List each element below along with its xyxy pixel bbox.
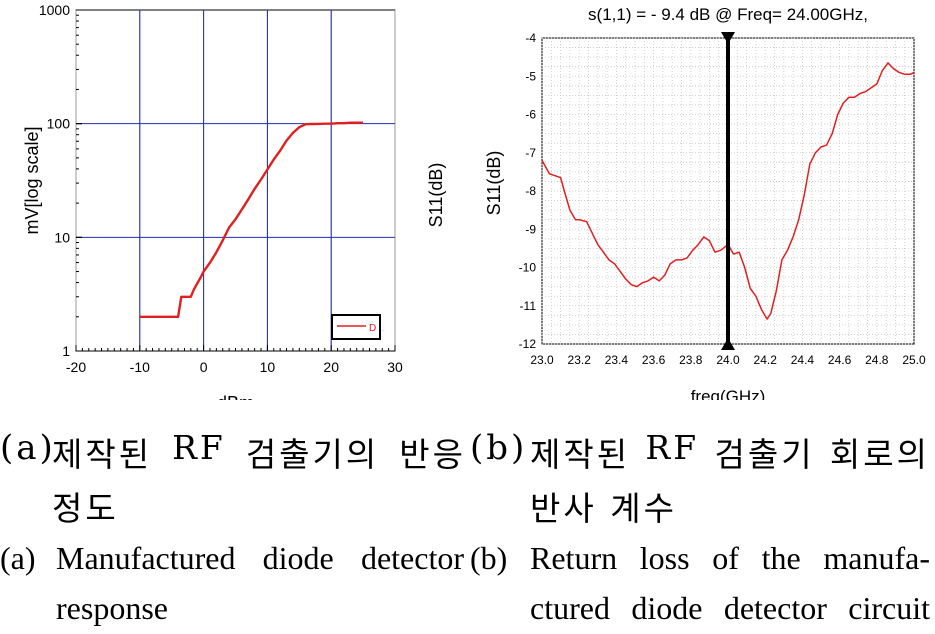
- x-tick-label: 25.0: [902, 353, 926, 367]
- caption-a-english: (a) Manufactured diode detector response: [0, 540, 470, 634]
- x-axis-title: dBm: [217, 393, 254, 400]
- caption-word: 검출기의: [245, 435, 380, 474]
- caption-b-en-line1: Return loss of the manufa-: [530, 540, 930, 577]
- chart-b: 23.0 23.2 23.4 23.6 23.8 24.0 24.2 24.4 24.6 24.8…: [426, 5, 926, 400]
- caption-a-ko-line1: 제작된 RF 검출기의 반응: [52, 428, 466, 476]
- figure-panels: -20 -10 0 10 20 30 1 10 100 1000 dBm mV[log scale] D…: [22, 2, 926, 400]
- y-tick-label: 100: [47, 116, 71, 132]
- caption-word: detector: [723, 590, 827, 626]
- caption-word: circuit: [848, 590, 930, 626]
- caption-word: the: [761, 540, 801, 576]
- caption-word: 제작된: [52, 435, 153, 474]
- caption-word: of: [712, 540, 739, 576]
- y-tick-label: -12: [519, 337, 537, 351]
- caption-word: loss: [639, 540, 690, 576]
- caption-word: 검출기: [714, 435, 815, 474]
- caption-a-korean: (a) 제작된 RF 검출기의 반응 정도: [0, 428, 470, 538]
- y-tick-label: -8: [525, 184, 536, 198]
- x-tick-label: 20: [323, 359, 339, 375]
- x-tick-label: 24.0: [716, 353, 740, 367]
- caption-word: Manufactured: [56, 540, 236, 576]
- caption-word: 반응: [399, 435, 466, 474]
- y-tick-label: -9: [525, 222, 536, 236]
- x-tick-label: -20: [66, 359, 86, 375]
- chart-b-title: s(1,1) = - 9.4 dB @ Freq= 24.00GHz,: [588, 5, 868, 24]
- outer-y-axis-title: S11(dB): [426, 163, 446, 228]
- legend-label: D: [369, 323, 376, 334]
- caption-a-en-line1: Manufactured diode detector: [56, 540, 464, 577]
- marker-bottom-triangle: [721, 338, 735, 350]
- caption-a-tag-en: (a): [0, 540, 36, 576]
- caption-b-tag: (b): [470, 428, 528, 468]
- caption-word: diode: [262, 540, 334, 576]
- x-tick-label: 24.6: [828, 353, 852, 367]
- caption-word: RF: [645, 428, 700, 467]
- caption-word: detector: [360, 540, 464, 576]
- y-tick-label: -4: [525, 31, 536, 45]
- x-tick-label: 24.2: [754, 353, 778, 367]
- y-tick-label: -11: [520, 299, 537, 313]
- chart-a: -20 -10 0 10 20 30 1 10 100 1000 dBm mV[log scale] D: [22, 2, 403, 400]
- x-tick-label: 10: [260, 359, 276, 375]
- x-tick-label: 23.6: [642, 353, 666, 367]
- x-tick-label: 23.8: [679, 353, 703, 367]
- y-tick-label: -10: [519, 261, 537, 275]
- y-tick-label: -5: [525, 69, 536, 83]
- series-line-S11: [541, 62, 915, 320]
- y-tick-label: 10: [54, 229, 70, 245]
- x-tick-label: 30: [387, 359, 403, 375]
- x-tick-label: 23.0: [530, 353, 554, 367]
- caption-b-korean: (b) 제작된 RF 검출기 회로의 반사 계수: [470, 428, 935, 538]
- caption-b-ko-line2: 반사 계수: [530, 489, 677, 528]
- y-tick-label: -7: [525, 146, 536, 160]
- caption-a-ko-line2: 정도: [52, 489, 119, 528]
- caption-a-tag: (a): [0, 428, 56, 468]
- caption-word: RF: [172, 428, 226, 467]
- y-axis-title: S11(dB): [484, 151, 504, 216]
- x-tick-label: 0: [200, 359, 208, 375]
- y-tick-label: -6: [525, 108, 536, 122]
- x-tick-label: -10: [130, 359, 150, 375]
- caption-word: Return: [530, 540, 618, 576]
- x-tick-label: 23.4: [605, 353, 629, 367]
- y-tick-label: 1000: [39, 2, 70, 18]
- caption-b-ko-line1: 제작된 RF 검출기 회로의: [530, 428, 930, 476]
- x-tick-label: 23.2: [568, 353, 592, 367]
- caption-word: 회로의: [829, 435, 930, 474]
- caption-word: ctured: [530, 590, 610, 626]
- legend: D: [331, 314, 381, 340]
- x-axis-title: freq(GHz): [691, 387, 766, 400]
- caption-word: manufa-: [823, 540, 930, 576]
- y-tick-label: 1: [62, 343, 70, 359]
- y-axis-title: mV[log scale]: [22, 126, 42, 234]
- caption-b-english: (b) Return loss of the manufa- ctured di…: [470, 540, 935, 634]
- series-line-D: [139, 121, 364, 318]
- caption-a-en-line2: response: [56, 590, 168, 626]
- caption-word: diode: [631, 590, 703, 626]
- caption-b-en-line2: ctured diode detector circuit: [530, 590, 930, 627]
- plot-area-a: [75, 9, 396, 352]
- legend-box: [331, 314, 381, 340]
- marker-top-triangle: [721, 32, 735, 44]
- caption-b-tag-en: (b): [470, 540, 508, 576]
- x-tick-label: 24.8: [865, 353, 889, 367]
- x-tick-label: 24.4: [791, 353, 815, 367]
- caption-word: 제작된: [530, 435, 631, 474]
